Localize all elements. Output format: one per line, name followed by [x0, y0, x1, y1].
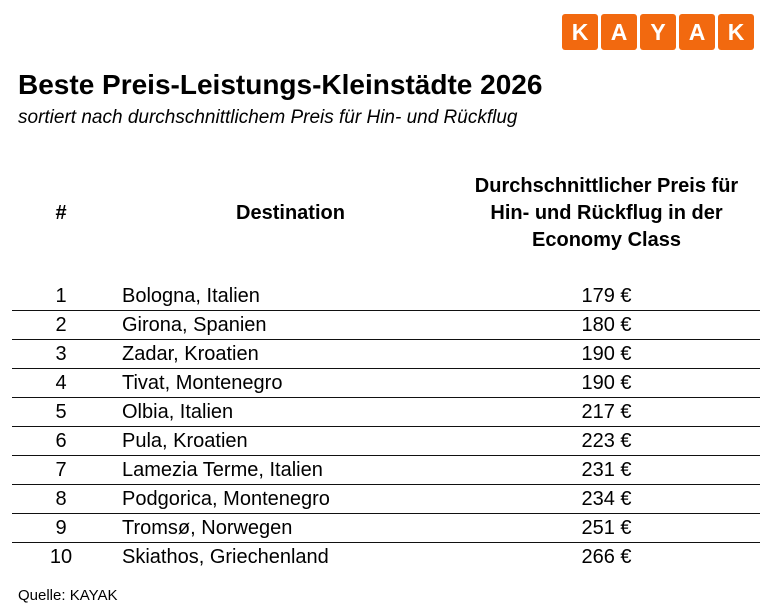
table-row: 3 Zadar, Kroatien 190 €: [12, 340, 760, 369]
row-price: 190 €: [581, 371, 632, 394]
page-subtitle: sortiert nach durchschnittlichem Preis f…: [18, 107, 518, 128]
table-body: 1 Bologna, Italien 179 € 2 Girona, Spani…: [12, 282, 760, 572]
row-price: 180 €: [581, 313, 632, 336]
page-title: Beste Preis-Leistungs-Kleinstädte 2026: [18, 69, 543, 100]
row-destination: Olbia, Italien: [122, 400, 234, 423]
kayak-logo-tile: K: [718, 14, 754, 50]
column-header-price: Durchschnittlicher Preis für Hin- und Rü…: [453, 173, 760, 254]
row-destination: Girona, Spanien: [122, 313, 267, 336]
row-rank: 5: [55, 400, 67, 423]
row-rank: 6: [55, 429, 67, 452]
row-rank: 2: [55, 313, 67, 336]
table-row: 1 Bologna, Italien 179 €: [12, 282, 760, 311]
table-row: 2 Girona, Spanien 180 €: [12, 311, 760, 340]
row-destination: Zadar, Kroatien: [122, 342, 259, 365]
row-rank: 7: [55, 458, 67, 481]
row-rank: 1: [55, 284, 67, 307]
row-price: 190 €: [581, 342, 632, 365]
kayak-logo-tile: K: [562, 14, 598, 50]
column-header-destination: Destination: [236, 202, 345, 224]
row-rank: 4: [55, 371, 67, 394]
row-price: 266 €: [581, 546, 632, 568]
kayak-logo-tile: A: [679, 14, 715, 50]
source-note: Quelle: KAYAK: [18, 587, 118, 604]
row-rank: 9: [55, 516, 67, 539]
row-price: 179 €: [581, 284, 632, 307]
column-header-rank: #: [55, 202, 67, 224]
row-destination: Pula, Kroatien: [122, 429, 248, 452]
kayak-logo-tile: A: [601, 14, 637, 50]
ranking-table: # Destination Durchschnittlicher Preis f…: [12, 173, 760, 572]
row-price: 234 €: [581, 487, 632, 510]
table-row: 7 Lamezia Terme, Italien 231 €: [12, 456, 760, 485]
table-row: 4 Tivat, Montenegro 190 €: [12, 369, 760, 398]
row-destination: Tromsø, Norwegen: [122, 516, 293, 539]
table-row: 6 Pula, Kroatien 223 €: [12, 427, 760, 456]
table-header-row: # Destination Durchschnittlicher Preis f…: [12, 173, 760, 254]
row-price: 231 €: [581, 458, 632, 481]
row-destination: Lamezia Terme, Italien: [122, 458, 323, 481]
kayak-logo-tile: Y: [640, 14, 676, 50]
column-header-price-line2: Hin- und Rückflug in der: [490, 202, 723, 224]
row-destination: Bologna, Italien: [122, 284, 260, 307]
row-price: 251 €: [581, 516, 632, 539]
table-row: 8 Podgorica, Montenegro 234 €: [12, 485, 760, 514]
column-header-price-line3: Economy Class: [532, 229, 681, 251]
row-rank: 10: [49, 546, 73, 568]
row-destination: Skiathos, Griechenland: [122, 546, 329, 568]
table-row: 5 Olbia, Italien 217 €: [12, 398, 760, 427]
row-destination: Podgorica, Montenegro: [122, 487, 330, 510]
table-row: 10 Skiathos, Griechenland 266 €: [12, 543, 760, 572]
column-header-price-line1: Durchschnittlicher Preis für: [474, 175, 739, 197]
row-rank: 8: [55, 487, 67, 510]
table-row: 9 Tromsø, Norwegen 251 €: [12, 514, 760, 543]
row-price: 223 €: [581, 429, 632, 452]
row-price: 217 €: [581, 400, 632, 423]
row-destination: Tivat, Montenegro: [122, 371, 283, 394]
row-rank: 3: [55, 342, 67, 365]
